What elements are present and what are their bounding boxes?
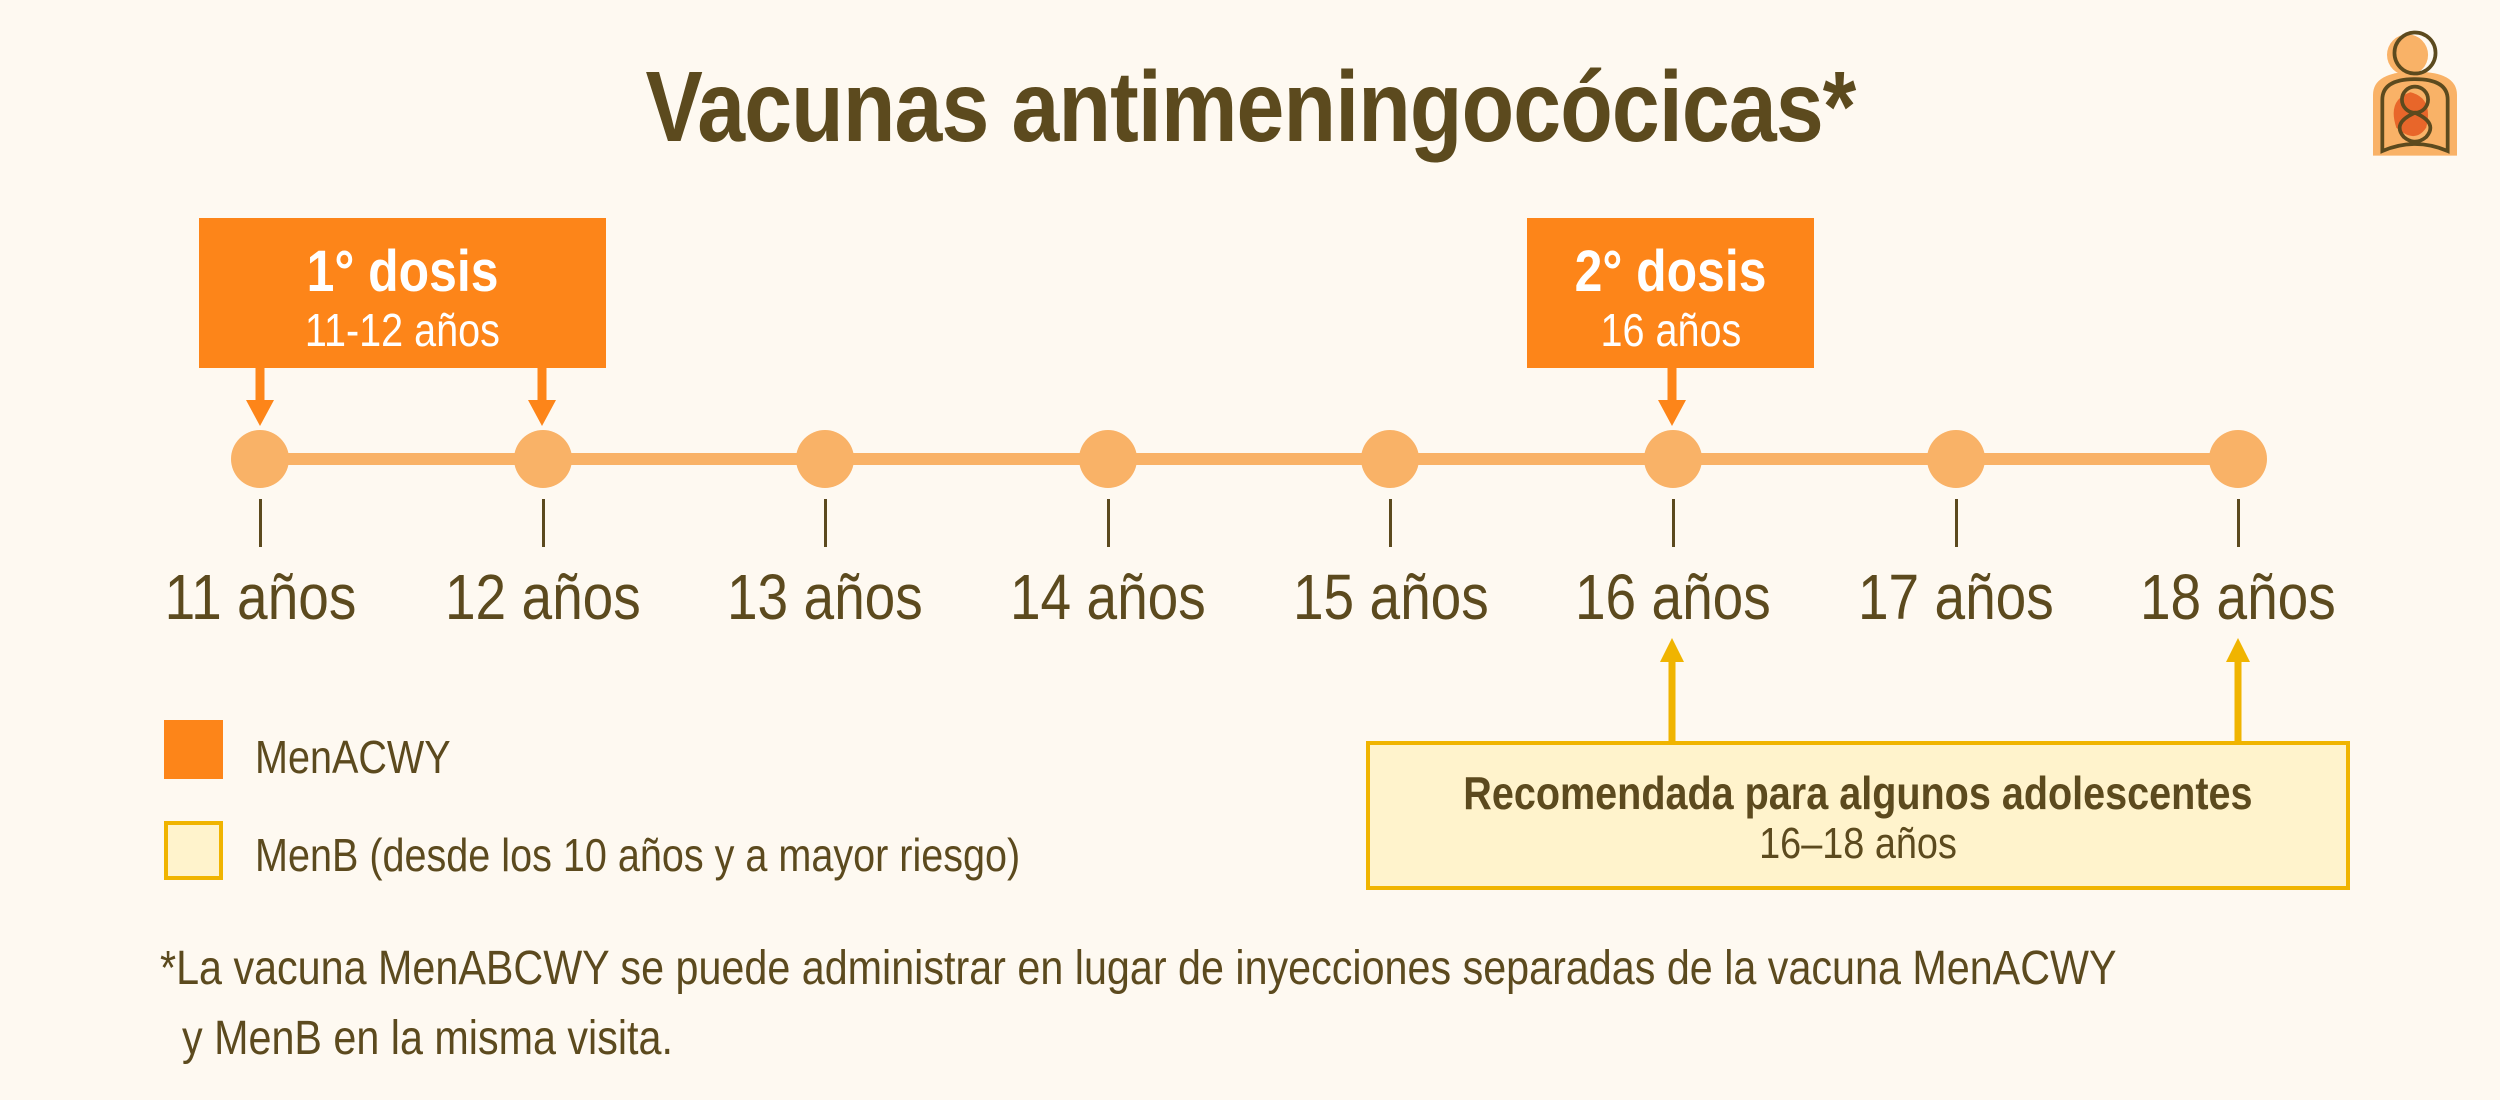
second-dose-range: 16 años <box>1600 304 1741 356</box>
timeline-tick <box>1106 499 1110 547</box>
parent-child-logo-icon <box>2373 30 2457 156</box>
arrow-down-icon <box>246 366 274 426</box>
timeline-tick <box>1954 499 1958 547</box>
timeline-dot <box>796 430 855 488</box>
timeline-line <box>260 453 2238 465</box>
footnote-line1: *La vacuna MenABCWY se puede administrar… <box>160 942 2117 995</box>
age-label: 11 años <box>164 561 356 633</box>
age-label: 15 años <box>1292 561 1489 633</box>
recommendation-range: 16–18 años <box>1759 819 1957 868</box>
timeline-dot <box>231 430 289 488</box>
recommendation-box: Recomendada para algunos adolescentes 16… <box>1366 741 2350 890</box>
footnote-line2: y MenB en la misma visita. <box>182 1012 673 1065</box>
age-label: 14 años <box>1009 561 1206 633</box>
legend-swatch-menacwy <box>164 720 223 779</box>
legend-swatch-menb <box>164 821 223 880</box>
timeline-dot <box>1078 430 1137 488</box>
timeline-tick <box>1389 499 1393 547</box>
timeline-tick <box>1672 499 1675 547</box>
arrow-down-icon <box>1658 366 1686 426</box>
age-label: 12 años <box>444 561 641 633</box>
age-label: 18 años <box>2140 561 2337 633</box>
footnote: *La vacuna MenABCWY se puede administrar… <box>160 934 2435 1074</box>
first-dose-label: 1° dosis <box>306 239 499 304</box>
arrow-up-icon <box>2226 638 2250 742</box>
arrow-down-icon <box>528 366 556 426</box>
timeline-tick <box>259 499 262 547</box>
age-label: 17 años <box>1857 561 2054 633</box>
timeline-tick <box>541 499 545 547</box>
timeline-dot <box>1926 430 1985 488</box>
second-dose-box: 2° dosis 16 años <box>1527 218 1814 368</box>
legend-label-menacwy: MenACWY <box>255 731 451 783</box>
timeline-dot <box>513 430 572 488</box>
timeline-dot <box>1361 430 1420 488</box>
timeline-dot <box>1644 430 1702 488</box>
timeline-tick <box>824 499 828 547</box>
timeline-dot <box>2209 430 2268 488</box>
recommendation-title: Recomendada para algunos adolescentes <box>1463 767 2253 819</box>
arrow-up-icon <box>1660 638 1684 742</box>
timeline-tick <box>2237 499 2241 547</box>
second-dose-label: 2° dosis <box>1574 239 1767 304</box>
legend-label-menb: MenB (desde los 10 años y a mayor riesgo… <box>255 829 1021 881</box>
first-dose-box: 1° dosis 11-12 años <box>199 218 606 368</box>
age-label: 16 años <box>1575 561 1771 633</box>
first-dose-range: 11-12 años <box>304 304 501 356</box>
age-label: 13 años <box>727 561 924 633</box>
page-title: Vacunas antimeningocócicas* <box>645 51 1856 163</box>
